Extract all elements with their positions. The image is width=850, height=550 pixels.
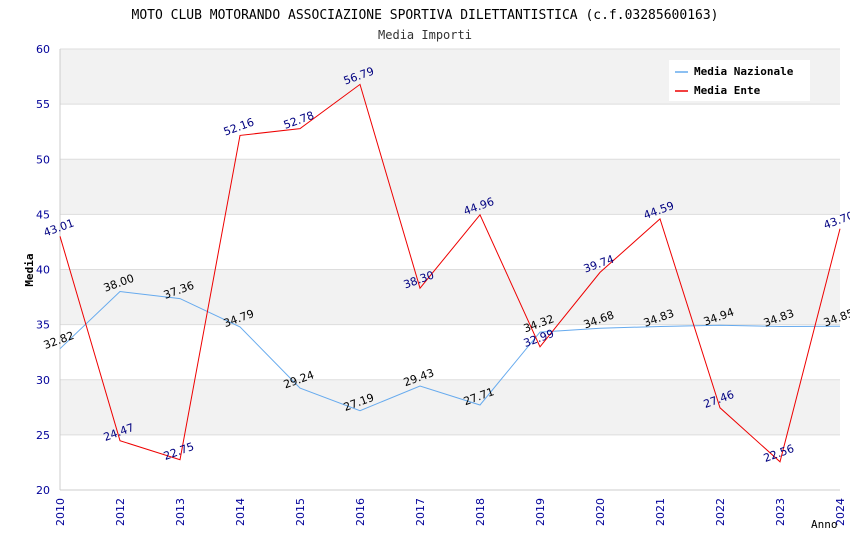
chart-subtitle: Media Importi [378,28,472,42]
y-tick-labels: 20 25 30 35 40 45 50 55 60 [36,43,50,497]
y-axis-label: Media [23,253,36,286]
legend-box [669,60,810,101]
x-tick-label: 2012 [114,498,127,526]
x-axis-label: Anno [811,518,838,531]
x-tick-label: 2021 [654,498,667,526]
grid-band [60,159,840,215]
x-tick-label: 2018 [474,498,487,526]
grid-band [60,269,840,325]
legend-label-ente: Media Ente [694,84,761,97]
y-tick-label: 55 [36,98,50,111]
y-tick-label: 40 [36,264,50,277]
x-tick-label: 2013 [174,498,187,526]
y-tick-label: 35 [36,319,50,332]
x-tick-label: 2024 [834,498,847,526]
x-tick-labels: 2010 2012 2013 2014 2015 2016 2017 2018 2019 2020… [54,498,847,526]
x-tick-label: 2015 [294,498,307,526]
series-line-nazionale [59,290,841,412]
series-lines [59,83,841,463]
x-tick-label: 2019 [534,498,547,526]
x-tick-label: 2022 [714,498,727,526]
x-tick-label: 2010 [54,498,67,526]
axes [59,49,840,491]
y-tick-label: 50 [36,153,50,166]
legend: Media Nazionale Media Ente [669,60,810,101]
chart-title: MOTO CLUB MOTORANDO ASSOCIAZIONE SPORTIV… [132,8,719,23]
x-tick-label: 2014 [234,498,247,526]
series-line-ente [59,83,841,463]
y-tick-label: 20 [36,484,50,497]
x-tick-label: 2023 [774,498,787,526]
y-tick-label: 30 [36,374,50,387]
y-tick-label: 45 [36,208,50,221]
grid-lines [60,48,840,491]
x-tick-label: 2016 [354,498,367,526]
y-tick-label: 60 [36,43,50,56]
legend-label-nazionale: Media Nazionale [694,65,794,78]
grid-band [60,379,840,435]
x-tick-label: 2020 [594,498,607,526]
x-tick-label: 2017 [414,498,427,526]
y-tick-label: 25 [36,429,50,442]
